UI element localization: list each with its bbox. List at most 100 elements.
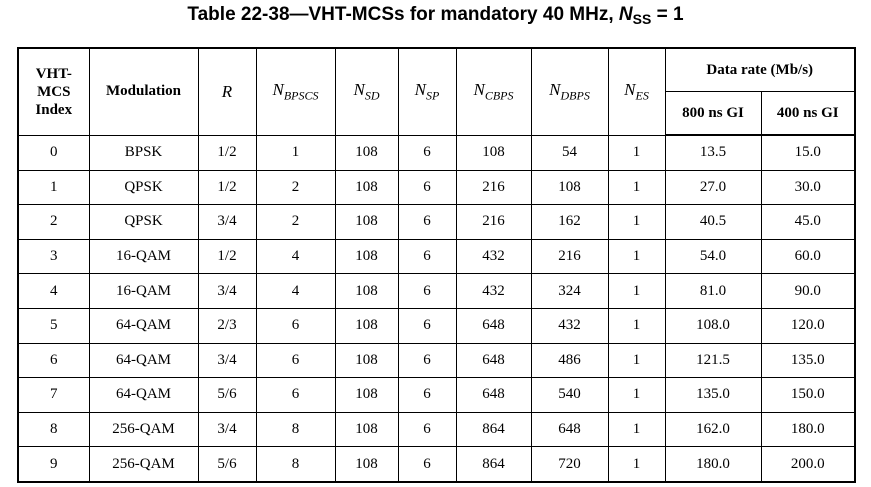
table-cell: 108 [334,411,399,448]
table-cell: 6 [255,377,336,413]
header-symbol: NBPSCS [272,80,319,103]
table-cell: 120.0 [760,307,856,344]
gi-header: 400 ns GI [760,91,856,136]
table-cell: 2 [255,169,336,206]
table-cell: 6 [397,273,457,309]
table-cell: 108 [334,307,399,344]
table-cell: 2 [255,204,336,240]
table-cell: 45.0 [760,204,856,240]
table-cell: 1 [607,134,666,171]
table-cell: 64-QAM [88,307,199,344]
table-cell: 216 [530,238,609,275]
table-cell: 864 [455,446,532,483]
header-symbol: NCBPS [473,80,514,103]
title-symbol: N [618,4,633,25]
title-text: Table 22-38—VHT-MCSs for mandatory 40 MH… [187,4,614,25]
table-row: 1 QPSK 1/2 2 108 6 216 108 1 27.0 30.0 [17,169,856,206]
table-cell: 1 [255,134,336,171]
header-subscript: ES [635,88,649,103]
table-cell: 60.0 [760,238,856,275]
table-cell: 720 [530,446,609,483]
table-cell: 648 [455,342,532,379]
header-row: VHT- MCS Index Modulation R NBPSCS NSD NSP NCBPS… [17,47,856,136]
table-cell: 27.0 [664,169,762,206]
table-cell: 150.0 [760,377,856,413]
header-subscript: DBPS [560,88,590,103]
table-cell: 6 [397,411,457,448]
mcs-table: VHT- MCS Index Modulation R NBPSCS NSD NSP NCBPS… [17,47,856,483]
table-cell: BPSK [88,134,199,171]
table-cell: 864 [455,411,532,448]
table-cell: 15.0 [760,134,856,171]
table-cell: 6 [397,134,457,171]
table-cell: 54.0 [664,238,762,275]
table-cell: 216 [455,204,532,240]
table-cell: 648 [455,307,532,344]
table-cell: 3/4 [197,342,257,379]
table-cell: 256-QAM [88,446,199,483]
table-cell: 5/6 [197,446,257,483]
table-cell: 1 [607,204,666,240]
table-cell: 3 [17,238,90,275]
table-cell: 432 [455,273,532,309]
table-cell: 108 [334,342,399,379]
symbol-header: NCBPS [455,47,532,136]
symbol-header: NDBPS [530,47,609,136]
table-row: 0 BPSK 1/2 1 108 6 108 54 1 13.5 15.0 [17,134,856,171]
table-cell: 1/2 [197,169,257,206]
table-cell: 135.0 [664,377,762,413]
table-cell: 64-QAM [88,377,199,413]
table-cell: 2/3 [197,307,257,344]
table-cell: 121.5 [664,342,762,379]
table-cell: 1/2 [197,238,257,275]
table-cell: 9 [17,446,90,483]
table-cell: 4 [255,273,336,309]
table-row: 8 256-QAM 3/4 8 108 6 864 648 1 162.0 180.0 [17,411,856,448]
table-cell: 108 [334,134,399,171]
table-cell: 8 [255,411,336,448]
table-cell: 1 [607,446,666,483]
table-cell: 108 [455,134,532,171]
modulation-header: Modulation [88,47,199,136]
table-cell: 1 [607,169,666,206]
symbol-header: R [197,47,257,136]
table-cell: 324 [530,273,609,309]
title-equals: = 1 [656,4,684,25]
header-symbol: R [221,81,233,101]
symbol-header: NSD [334,47,399,136]
header-subscript: BPSCS [283,88,319,103]
table-head: VHT- MCS Index Modulation R NBPSCS NSD NSP NCBPS… [17,47,856,136]
gi-header: 800 ns GI [664,91,762,136]
table-cell: 540 [530,377,609,413]
table-cell: 6 [397,342,457,379]
table-row: 9 256-QAM 5/6 8 108 6 864 720 1 180.0 200.0 [17,446,856,483]
table-row: 3 16-QAM 1/2 4 108 6 432 216 1 54.0 60.0 [17,238,856,275]
table-row: 2 QPSK 3/4 2 108 6 216 162 1 40.5 45.0 [17,204,856,240]
table-cell: 8 [255,446,336,483]
table-cell: 648 [530,411,609,448]
table-cell: 4 [255,238,336,275]
table-cell: 1 [607,411,666,448]
table-cell: 6 [397,238,457,275]
table-title: Table 22-38—VHT-MCSs for mandatory 40 MH… [0,4,871,27]
data-rate-header: Data rate (Mb/s) [664,47,856,92]
table-cell: 256-QAM [88,411,199,448]
table-cell: 5 [17,307,90,344]
table-cell: 108 [334,273,399,309]
table-cell: 7 [17,377,90,413]
table-cell: 2 [17,204,90,240]
table-cell: 40.5 [664,204,762,240]
table-cell: 4 [17,273,90,309]
header-subrow: 800 ns GI 400 ns GI [18,91,856,136]
table-cell: QPSK [88,169,199,206]
table-cell: 0 [17,134,90,171]
index-header-line: Index [35,101,73,118]
table-cell: 6 [397,307,457,344]
table-cell: 1 [17,169,90,206]
table-cell: 6 [397,169,457,206]
table-cell: 1 [607,307,666,344]
table-cell: 180.0 [760,411,856,448]
header-subscript: SP [426,88,440,103]
table-cell: 108 [530,169,609,206]
header-symbol: NSP [414,80,440,103]
